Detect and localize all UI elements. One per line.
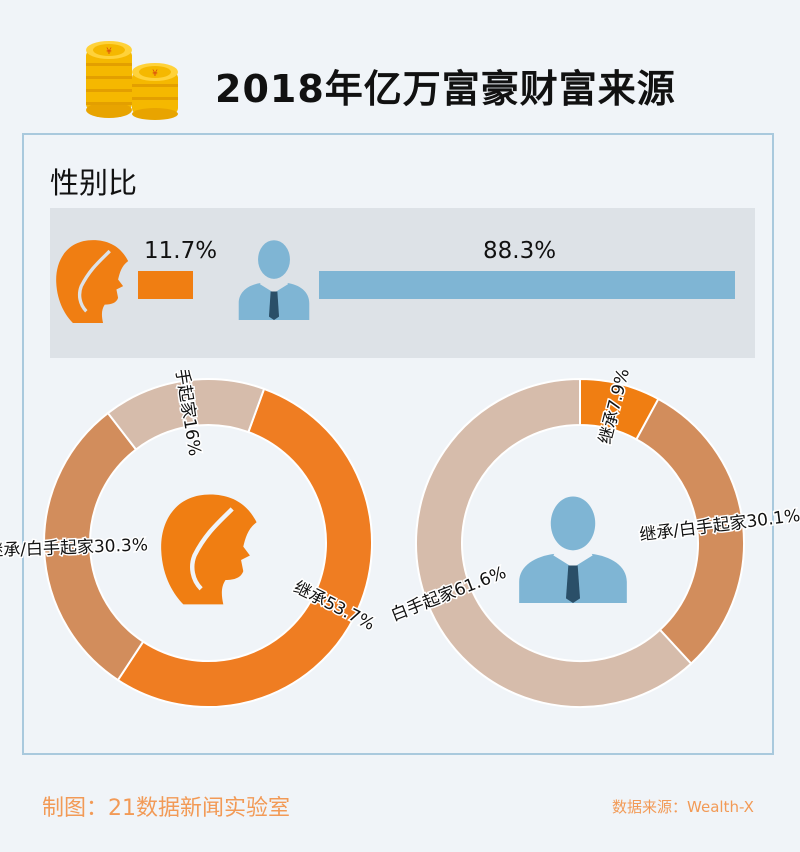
donut-label: 继承/白手起家30.3% xyxy=(0,535,148,561)
chart-credit: 制图：21数据新闻实验室 xyxy=(42,796,290,821)
donut-slice-继承/白手起家 xyxy=(43,411,145,682)
wealth-source-donut-charts: 继承53.7%继承/白手起家30.3%白手起家16% 继承7.9%继承/白手起家… xyxy=(0,370,800,708)
coin-stack-icon: ¥ ¥ xyxy=(86,41,178,120)
svg-text:¥: ¥ xyxy=(106,47,112,57)
data-source-label: 数据来源： xyxy=(612,798,688,816)
page-title: 2018年亿万富豪财富来源 xyxy=(215,67,676,111)
svg-text:¥: ¥ xyxy=(152,69,158,79)
donut-slice-继承/白手起家 xyxy=(635,397,745,666)
male-ratio-bar xyxy=(319,271,735,299)
data-source-value: Wealth-X xyxy=(687,798,754,816)
donut-slice-白手起家 xyxy=(415,377,693,708)
male-person-icon xyxy=(519,496,627,603)
female-donut-chart: 继承53.7%继承/白手起家30.3%白手起家16% xyxy=(0,370,379,708)
data-source: 数据来源：Wealth-X xyxy=(612,796,754,817)
male-ratio-label: 88.3% xyxy=(483,238,557,264)
female-head-icon xyxy=(161,494,257,605)
female-head-icon xyxy=(56,240,129,323)
donut-slice-白手起家 xyxy=(106,378,266,451)
male-person-icon xyxy=(238,240,310,320)
female-ratio-bar xyxy=(138,271,193,299)
section-title: 性别比 xyxy=(50,166,138,200)
female-ratio-label: 11.7% xyxy=(144,238,218,264)
donut-slice-继承 xyxy=(116,387,373,708)
